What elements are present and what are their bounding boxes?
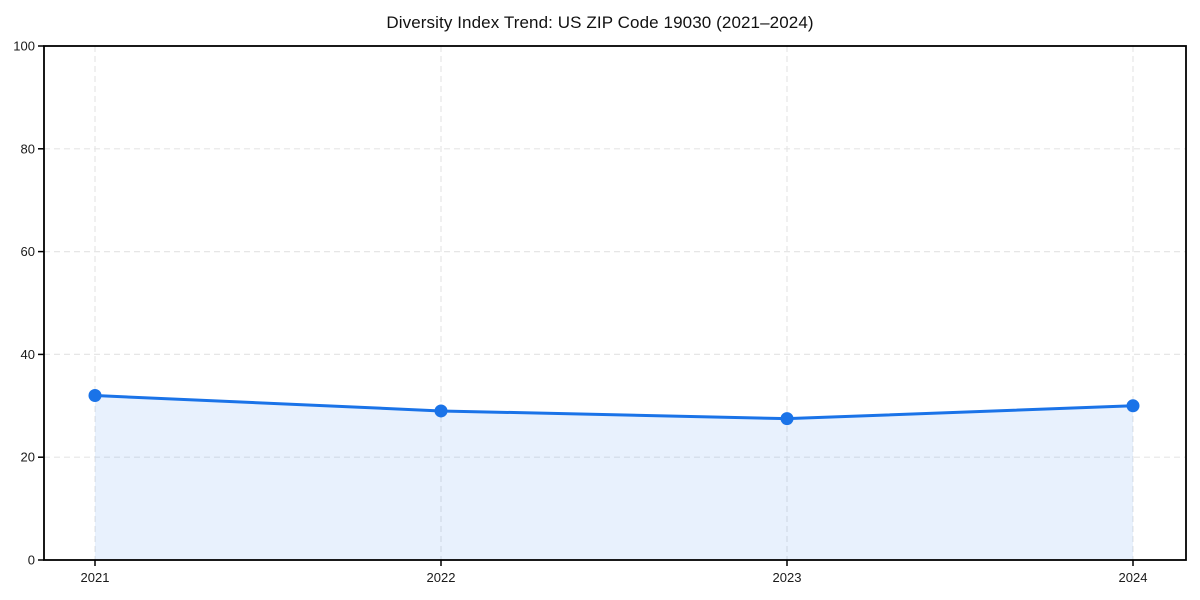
area-fill-path xyxy=(95,395,1133,560)
axis-ticks xyxy=(38,45,1134,566)
y-tick-label: 80 xyxy=(21,141,35,156)
gridlines xyxy=(44,46,1186,560)
area-fill xyxy=(95,395,1133,560)
x-tick-labels: 2021 2022 2023 2024 xyxy=(81,570,1148,585)
y-tick-label: 20 xyxy=(21,450,35,465)
data-point-marker xyxy=(434,404,448,418)
data-point-marker xyxy=(1126,399,1140,413)
data-point-marker xyxy=(88,389,102,403)
y-tick-label: 60 xyxy=(21,244,35,259)
y-tick-label: 0 xyxy=(28,553,35,568)
x-tick-label: 2021 xyxy=(81,570,110,585)
plot-frame-rect xyxy=(43,45,1187,561)
y-tick-labels: 0 20 40 60 80 100 xyxy=(13,39,35,568)
data-point-marker xyxy=(780,412,794,426)
y-tick-label: 40 xyxy=(21,347,35,362)
trend-line xyxy=(93,394,1135,421)
data-points xyxy=(88,389,1140,426)
x-tick-label: 2022 xyxy=(427,570,456,585)
trend-line-path xyxy=(93,394,1135,421)
y-tick-label: 100 xyxy=(13,39,35,54)
x-tick-label: 2024 xyxy=(1119,570,1148,585)
chart-title: Diversity Index Trend: US ZIP Code 19030… xyxy=(386,13,814,32)
x-tick-label: 2023 xyxy=(773,570,802,585)
plot-frame xyxy=(43,45,1187,561)
